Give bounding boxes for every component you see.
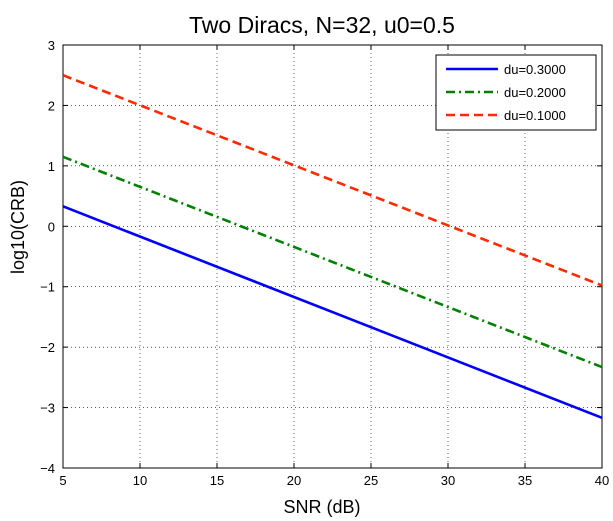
legend-label: du=0.1000 [504,108,566,123]
legend-box [435,54,597,131]
y-tick-label: 1 [48,159,55,174]
y-tick-label: 0 [48,219,55,234]
x-tick-label: 30 [441,473,455,488]
y-tick-label: 2 [48,98,55,113]
y-tick-label: −2 [40,340,55,355]
y-tick-label: −3 [40,401,55,416]
x-axis-title: SNR (dB) [283,497,360,517]
x-tick-label: 10 [133,473,147,488]
series-lines [62,74,603,420]
axis-ticks: 5 10 15 20 25 30 35 40 −4 −3 −2 −1 0 1 2 3 [40,38,609,488]
legend: du=0.3000 du=0.2000 du=0.1000 [435,54,597,131]
legend-label: du=0.2000 [504,85,566,100]
x-tick-label: 5 [59,473,66,488]
x-tick-label: 20 [287,473,301,488]
x-tick-label: 25 [364,473,378,488]
legend-label: du=0.3000 [504,62,566,77]
chart-title: Two Diracs, N=32, u0=0.5 [189,12,455,38]
y-tick-label: −1 [40,280,55,295]
series-line-du=0.2000 [62,155,603,369]
grid [63,45,602,468]
x-tick-label: 15 [210,473,224,488]
plot-area [62,44,603,469]
x-tick-label: 40 [595,473,609,488]
y-axis-title: log10(CRB) [8,180,28,274]
y-tick-label: −4 [40,461,55,476]
series-line-du=0.1000 [62,74,603,287]
y-tick-label: 3 [48,38,55,53]
x-tick-label: 35 [518,473,532,488]
series-line-du=0.3000 [62,205,603,420]
